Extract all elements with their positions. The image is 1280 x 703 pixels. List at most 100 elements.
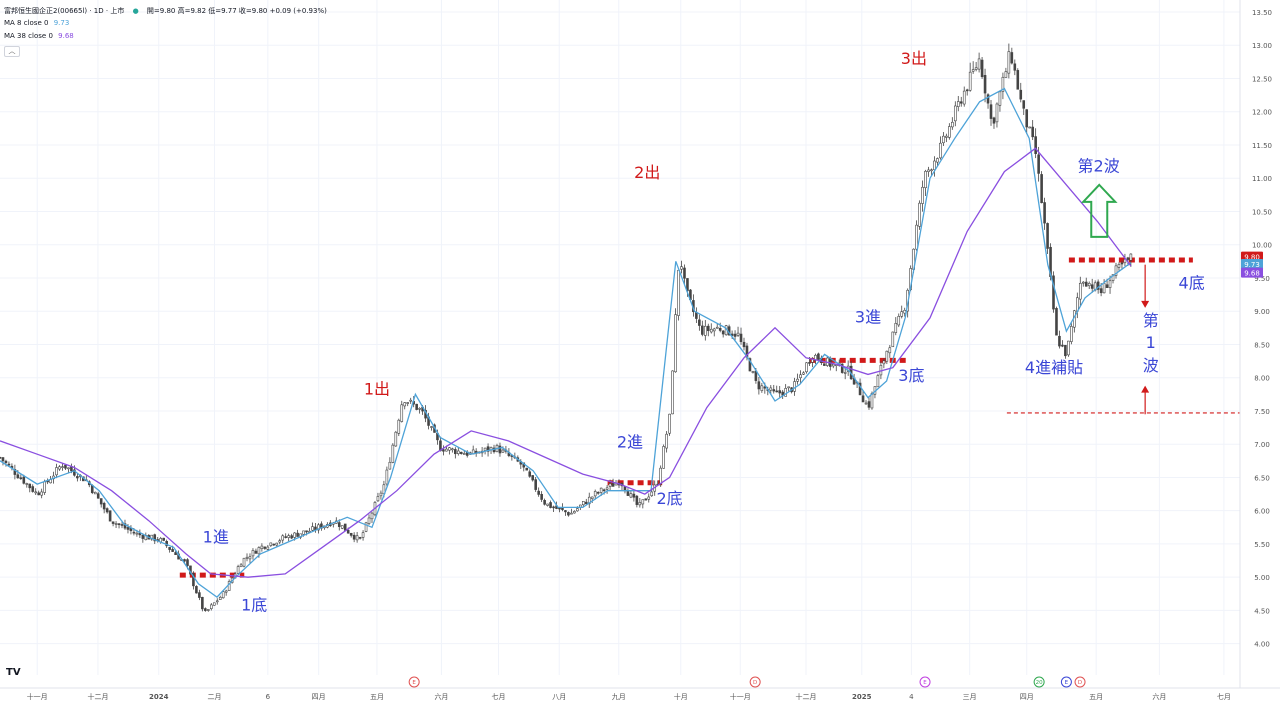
candle-body [733,333,737,337]
candle-body [418,408,421,410]
candle-body [1129,253,1133,261]
ohlc-values: 開=9.80 高=9.82 低=9.77 收=9.80 +0.09 (+0.93… [146,7,327,15]
candle-body [772,389,776,392]
y-tick-label: 10.00 [1252,242,1272,250]
candle-body [269,542,273,546]
candle-body [677,269,680,316]
x-tick-label: 十一月 [27,692,48,701]
candle-body [647,496,651,500]
candle-body [108,510,112,522]
candle-body [1058,335,1061,347]
candle-body [1064,344,1067,357]
candle-body [1067,340,1070,356]
candle-body [945,135,948,138]
x-tick-label: 六月 [1152,692,1166,701]
candle-body [1052,275,1055,310]
candle-body [37,492,40,496]
candle-body [671,370,674,415]
candle-body [596,492,600,494]
candle-body [953,105,957,122]
y-tick-label: 7.00 [1254,441,1270,449]
candle-body [93,491,97,495]
candle-body [195,586,198,594]
candle-body [784,388,787,397]
candle-body [76,476,79,479]
candle-body [1022,100,1026,109]
candle-body [40,491,43,496]
candle-body [581,501,585,506]
legend-ma38[interactable]: MA 38 close 0 9.68 [4,32,74,40]
candle-body [406,402,410,404]
x-tick-label: 七月 [1217,692,1231,701]
candle-body [364,522,368,532]
collapse-legend-icon[interactable]: ︿ [4,46,20,57]
candle-body [843,372,847,374]
candle-body [933,160,936,171]
candle-body [870,393,874,409]
legend-ma8[interactable]: MA 8 close 0 9.73 [4,19,69,27]
candle-body [397,419,401,434]
annotation-label: 1出 [364,379,390,398]
candle-body [1120,262,1124,265]
annotation-label: 2出 [634,163,660,182]
candle-body [1016,70,1020,90]
candle-body [317,524,320,531]
candle-body [968,71,972,91]
candle-body [245,556,249,559]
candle-body [296,532,299,537]
candle-body [951,121,954,128]
x-tick-label: 4 [909,693,914,701]
candle-body [28,483,32,489]
down-arrow-icon [1141,300,1150,308]
y-tick-label: 12.00 [1252,109,1272,117]
candle-body [805,362,808,373]
candle-body [1034,136,1037,154]
price-tag [1241,267,1263,278]
candle-body [888,347,892,354]
candle-body [385,469,389,485]
candle-body [576,508,579,512]
candle-body [1043,202,1046,224]
x-axis: 十一月 十二月 2024 二月 6 四月 五月 六月 七月 八月 九月 十月 十一月 十二月 2025 4 三月… [0,687,1280,701]
market-open-dot-icon: ● [132,7,139,15]
candle-body [430,426,433,428]
candle-body [584,501,588,505]
ma8-line [0,87,1132,598]
legend-symbol: 富邦恒生國企正2(00665l) · 1D · 上市 ● 開=9.80 高=9.… [4,6,327,16]
candle-body [281,535,285,541]
price-tag-label: 9.80 [1244,254,1260,262]
candle-body [680,266,683,270]
candle-body [19,477,23,480]
symbol-title[interactable]: 富邦恒生國企正2(00665l) · 1D · 上市 [4,7,125,15]
candle-body [698,319,701,326]
candle-body [528,471,532,477]
candle-body [448,447,451,451]
candle-body [498,445,502,454]
candle-body [174,552,177,555]
candle-body [126,527,130,530]
candle-body [224,590,228,593]
candle-body [721,330,725,335]
x-tick-label: 十一月 [730,692,751,701]
candle-body [549,502,552,508]
candle-body [998,91,1002,106]
candle-body [552,506,555,509]
y-tick-label: 12.50 [1252,75,1272,83]
candle-body [462,453,466,455]
annotation-label: 1 [1146,333,1156,352]
x-tick-label: 八月 [552,693,566,701]
candle-body [0,456,2,459]
candle-body [284,536,287,538]
candle-body [611,483,615,487]
candle-body [132,531,136,534]
candle-body [808,362,811,364]
candle-body [1126,257,1130,260]
candle-body [564,510,567,513]
candle-body [400,404,404,422]
candle-body [927,169,930,172]
event-marker-icon [749,676,761,688]
candle-body [99,498,103,505]
candle-body [239,564,243,568]
y-tick-label: 9.50 [1254,275,1270,283]
